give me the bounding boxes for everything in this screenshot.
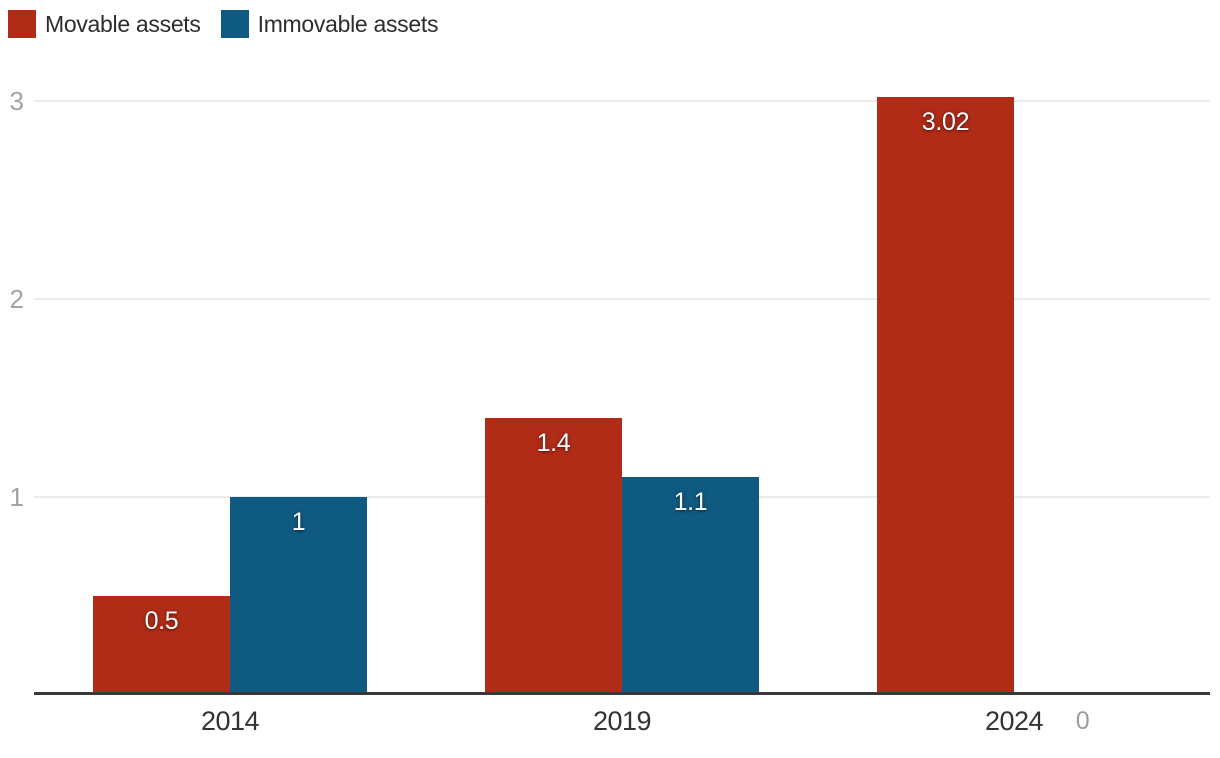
bar-movable-assets-2019[interactable] (485, 417, 622, 695)
legend-swatch-movable-icon (8, 10, 36, 38)
y-axis-tick-label: 2 (9, 284, 24, 314)
legend-item-immovable-assets: Immovable assets (220, 10, 439, 38)
legend-label-movable: Movable assets (45, 10, 201, 37)
legend-item-movable-assets: Movable assets (8, 10, 201, 38)
bar-value-label: 1 (291, 508, 306, 536)
x-axis-line (34, 692, 1210, 695)
bar-value-label: 1.1 (673, 488, 708, 517)
legend-label-immovable: Immovable assets (257, 10, 439, 37)
legend: Movable assets Immovable assets (8, 10, 438, 38)
bar-movable-assets-2014[interactable] (93, 596, 230, 695)
bar-movable-assets-2024[interactable] (877, 97, 1014, 695)
bar-immovable-assets-2014[interactable] (230, 497, 367, 695)
legend-swatch-immovable-icon (220, 10, 249, 38)
y-axis-tick-label: 1 (9, 482, 24, 512)
gridline-y-3 (34, 100, 1210, 102)
gridline-y-2 (34, 298, 1210, 300)
y-axis-tick-label: 3 (9, 86, 24, 116)
x-axis-label-2019: 2019 (592, 706, 652, 736)
x-axis-label-2024: 2024 (984, 706, 1044, 736)
bar-value-label: 0.5 (144, 607, 179, 635)
bar-value-label: 3.02 (921, 108, 970, 137)
bar-value-label-zero: 0 (1075, 707, 1090, 735)
x-axis-label-2014: 2014 (200, 706, 260, 736)
bar-value-label: 1.4 (536, 428, 571, 457)
bar-immovable-assets-2019[interactable] (622, 477, 759, 695)
